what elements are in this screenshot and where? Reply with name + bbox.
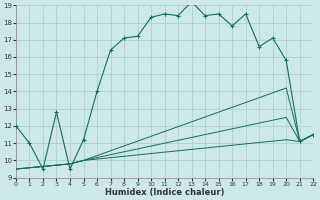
X-axis label: Humidex (Indice chaleur): Humidex (Indice chaleur)	[105, 188, 224, 197]
